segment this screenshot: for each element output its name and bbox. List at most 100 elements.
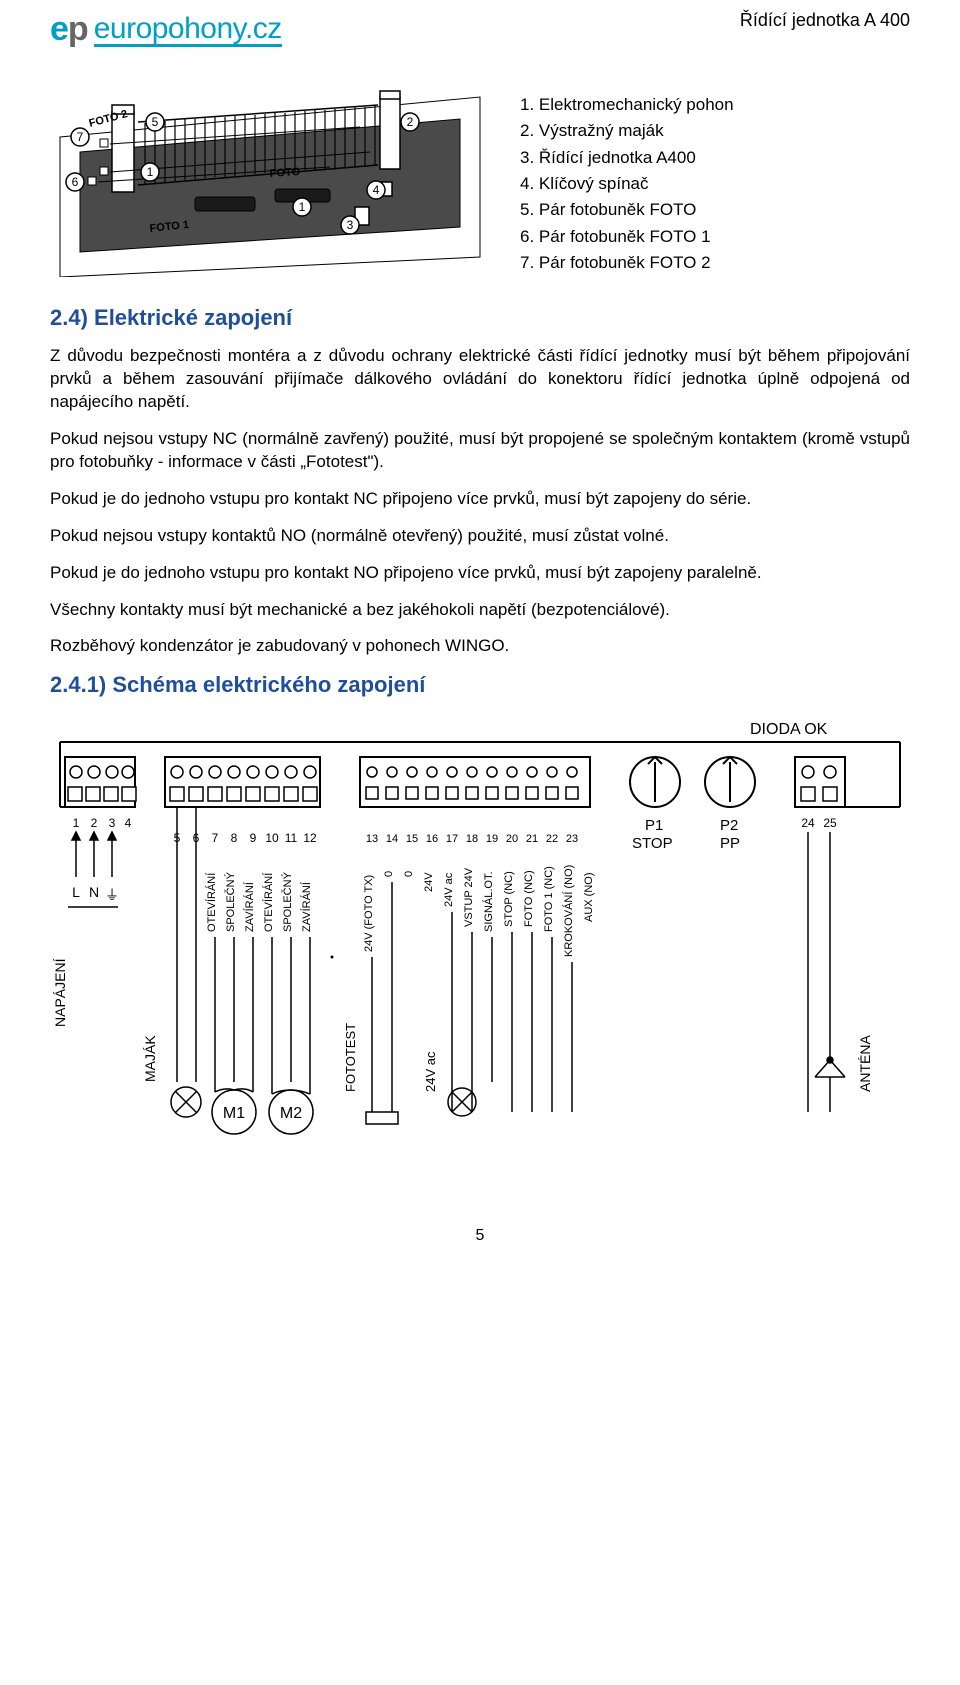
legend-item: 2. Výstražný maják [520, 118, 910, 144]
svg-text:14: 14 [386, 833, 398, 845]
svg-text:2: 2 [91, 816, 98, 830]
svg-text:⏚: ⏚ [105, 887, 119, 903]
svg-text:STOP: STOP [632, 835, 673, 852]
legend-item: 6. Pár fotobuněk FOTO 1 [520, 224, 910, 250]
svg-text:PP: PP [720, 835, 740, 852]
para-4: Pokud nejsou vstupy kontaktů NO (normáln… [50, 525, 910, 548]
svg-text:AUX (NO): AUX (NO) [583, 873, 595, 923]
svg-text:3: 3 [109, 816, 116, 830]
dioda-ok-label: DIODA OK [750, 721, 828, 738]
svg-text:11: 11 [285, 831, 298, 845]
svg-text:22: 22 [546, 833, 558, 845]
svg-text:7: 7 [212, 831, 219, 845]
terminal-nums-3: 13 14 15 16 17 18 19 20 21 22 23 [366, 833, 578, 845]
svg-text:12: 12 [303, 831, 317, 845]
svg-text:8: 8 [231, 831, 238, 845]
top-section: FOTO FOTO 1 FOTO 2 11 23 45 67 1. [50, 67, 910, 277]
svg-text:P2: P2 [720, 817, 738, 834]
m2-label: M2 [280, 1105, 302, 1122]
heading-2-4-1: 2.4.1) Schéma elektrického zapojení [50, 672, 910, 698]
logo-name-wrap: europohony.cz [94, 12, 282, 47]
para-3: Pokud je do jednoho vstupu pro kontakt N… [50, 488, 910, 511]
svg-text:1: 1 [73, 816, 80, 830]
terminal-nums-1: 1234 [73, 816, 132, 830]
trimmer-p2 [705, 757, 755, 807]
terminal-block-3 [360, 757, 590, 807]
logo-ep: ep [50, 10, 88, 49]
svg-text:0: 0 [403, 871, 415, 877]
foto-label: FOTO [269, 166, 301, 180]
svg-text:0: 0 [383, 871, 395, 877]
svg-text:SPOLEČNÝ: SPOLEČNÝ [224, 872, 237, 933]
svg-text:16: 16 [426, 833, 438, 845]
svg-text:4: 4 [125, 816, 132, 830]
svg-text:SPOLEČNÝ: SPOLEČNÝ [281, 872, 294, 933]
svg-text:20: 20 [506, 833, 518, 845]
svg-text:N: N [89, 884, 99, 900]
svg-text:21: 21 [526, 833, 538, 845]
v24ac-label: 24V ac [423, 1051, 438, 1092]
svg-text:1: 1 [299, 200, 306, 214]
gate-diagram: FOTO FOTO 1 FOTO 2 11 23 45 67 [50, 67, 490, 277]
para-5: Pokud je do jednoho vstupu pro kontakt N… [50, 562, 910, 585]
svg-text:23: 23 [566, 833, 578, 845]
svg-text:10: 10 [265, 831, 279, 845]
svg-text:24V ac: 24V ac [443, 873, 455, 908]
terminal-nums-4: 2425 [801, 816, 837, 830]
svg-text:6: 6 [72, 175, 79, 189]
svg-text:STOP (NC): STOP (NC) [503, 872, 515, 928]
legend-item: 4. Klíčový spínač [520, 171, 910, 197]
terminal-block-4 [795, 757, 845, 807]
svg-text:7: 7 [77, 130, 84, 144]
napajeni-label: NAPÁJENÍ [52, 959, 68, 1028]
svg-text:5: 5 [152, 115, 159, 129]
trimmer-p1 [630, 757, 680, 807]
page-header: ep europohony.cz Řídící jednotka A 400 [50, 10, 910, 49]
svg-text:25: 25 [823, 816, 837, 830]
svg-text:ZAVÍRÁNÍ: ZAVÍRÁNÍ [300, 882, 313, 933]
svg-text:P1: P1 [645, 817, 663, 834]
svg-text:2: 2 [407, 115, 414, 129]
svg-text:18: 18 [466, 833, 478, 845]
ln-labels: LN ⏚ [72, 884, 119, 903]
vert-labels-2: OTEVÍRÁNÍ SPOLEČNÝ ZAVÍRÁNÍ OTEVÍRÁNÍ SP… [205, 872, 313, 933]
arrow-group-1 [72, 832, 116, 877]
legend-item: 5. Pár fotobuněk FOTO [520, 197, 910, 223]
svg-text:L: L [72, 884, 80, 900]
svg-text:1: 1 [147, 165, 154, 179]
antena-label: ANTÉNA [857, 1035, 873, 1092]
para-6: Všechny kontakty musí být mechanické a b… [50, 599, 910, 622]
svg-text:13: 13 [366, 833, 378, 845]
logo: ep europohony.cz [50, 10, 282, 49]
fototest-label: FOTOTEST [343, 1023, 358, 1092]
svg-text:19: 19 [486, 833, 498, 845]
svg-text:24V (FOTO TX): 24V (FOTO TX) [363, 875, 375, 952]
para-1: Z důvodu bezpečnosti montéra a z důvodu … [50, 345, 910, 414]
legend-item: 1. Elektromechanický pohon [520, 92, 910, 118]
antenna-wires [808, 832, 845, 1112]
trimmer-labels: P1 P2 STOP PP [632, 817, 740, 852]
svg-text:OTEVÍRÁNÍ: OTEVÍRÁNÍ [262, 872, 275, 932]
decorative-dot [331, 956, 334, 959]
para-7: Rozběhový kondenzátor je zabudovaný v po… [50, 635, 910, 658]
majak-label: MAJÁK [142, 1035, 158, 1082]
doc-title: Řídící jednotka A 400 [740, 10, 910, 31]
para-2: Pokud nejsou vstupy NC (normálně zavřený… [50, 428, 910, 474]
svg-text:SIGNÁL.OT.: SIGNÁL.OT. [482, 872, 495, 933]
heading-2-4: 2.4) Elektrické zapojení [50, 305, 910, 331]
svg-text:15: 15 [406, 833, 418, 845]
svg-text:FOTO (NC): FOTO (NC) [523, 871, 535, 928]
svg-text:17: 17 [446, 833, 458, 845]
svg-text:OTEVÍRÁNÍ: OTEVÍRÁNÍ [205, 872, 218, 932]
terminal-block-2 [165, 757, 320, 807]
m1-label: M1 [223, 1105, 245, 1122]
svg-text:4: 4 [373, 183, 380, 197]
svg-text:9: 9 [250, 831, 257, 845]
logo-name: europohony.cz [94, 12, 282, 45]
terminal-nums-2: 5678 9101112 [174, 831, 317, 845]
svg-text:VSTUP 24V: VSTUP 24V [463, 868, 475, 928]
svg-text:3: 3 [347, 218, 354, 232]
terminal-block-1 [65, 757, 136, 807]
wires-block-2 [171, 807, 313, 1134]
vert-labels-3: 24V (FOTO TX) 0 0 24V 24V ac VSTUP 24V S… [363, 865, 595, 957]
